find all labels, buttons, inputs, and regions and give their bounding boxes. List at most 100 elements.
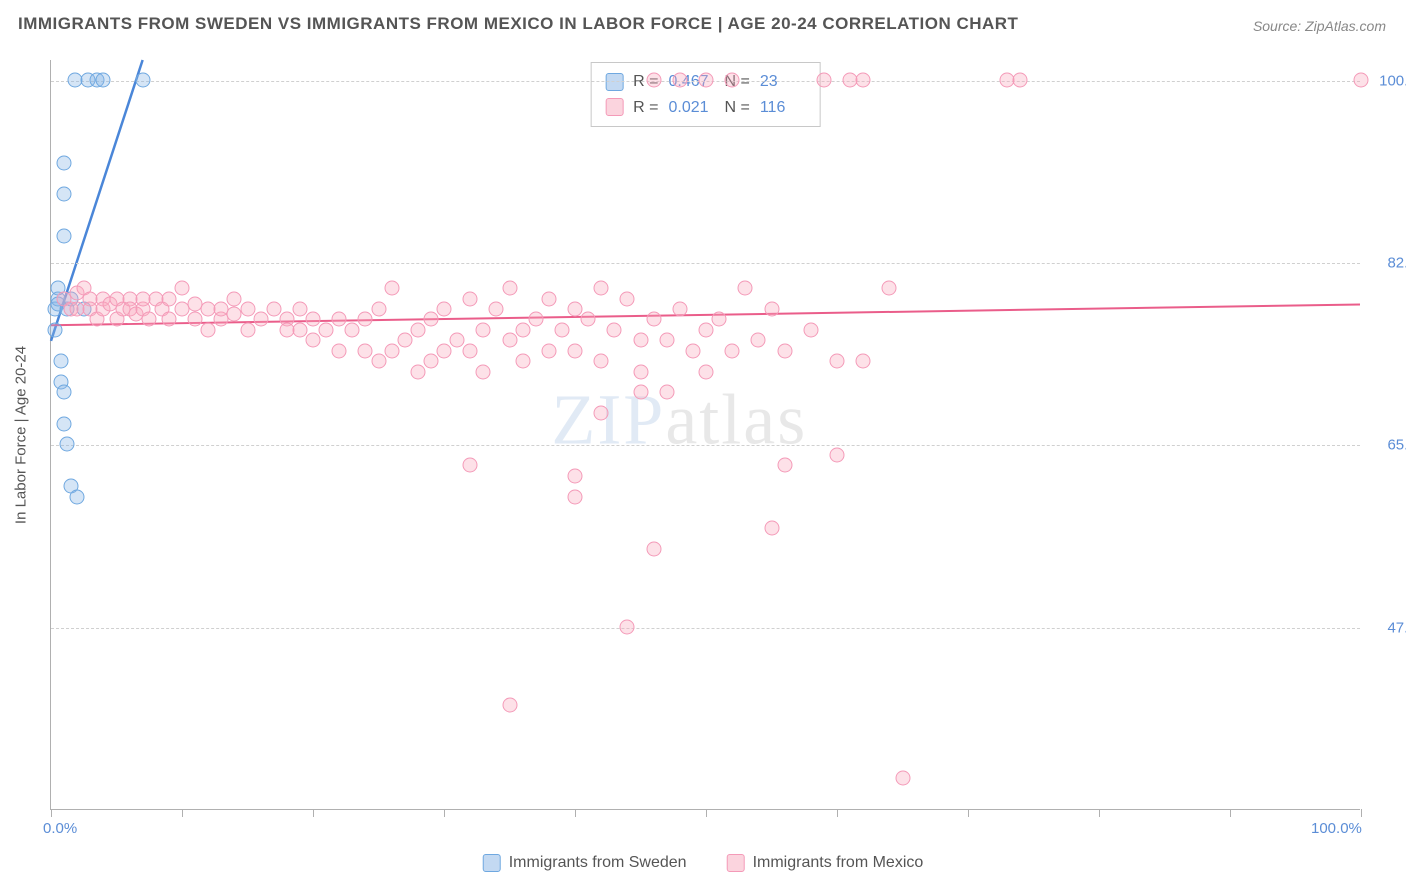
data-point-mexico <box>476 364 491 379</box>
data-point-mexico <box>830 354 845 369</box>
data-point-sweden <box>57 156 72 171</box>
data-point-mexico <box>188 312 203 327</box>
data-point-mexico <box>175 281 190 296</box>
data-point-mexico <box>463 343 478 358</box>
data-point-mexico <box>332 343 347 358</box>
data-point-mexico <box>528 312 543 327</box>
data-point-mexico <box>620 619 635 634</box>
data-point-mexico <box>253 312 268 327</box>
data-point-mexico <box>423 312 438 327</box>
data-point-mexico <box>672 72 687 87</box>
legend-row-mexico: R = 0.021 N = 116 <box>605 95 806 121</box>
data-point-mexico <box>568 468 583 483</box>
data-point-mexico <box>515 322 530 337</box>
data-point-mexico <box>895 770 910 785</box>
chart-title: IMMIGRANTS FROM SWEDEN VS IMMIGRANTS FRO… <box>18 14 1018 34</box>
data-point-mexico <box>568 302 583 317</box>
data-point-mexico <box>541 291 556 306</box>
data-point-mexico <box>646 72 661 87</box>
data-point-mexico <box>227 291 242 306</box>
data-point-mexico <box>777 458 792 473</box>
data-point-mexico <box>437 343 452 358</box>
y-tick-label: 47.5% <box>1387 619 1406 636</box>
data-point-mexico <box>371 354 386 369</box>
data-point-mexico <box>568 489 583 504</box>
swatch-mexico <box>605 98 623 116</box>
gridline <box>51 628 1360 629</box>
data-point-mexico <box>240 302 255 317</box>
data-point-mexico <box>306 312 321 327</box>
data-point-mexico <box>476 322 491 337</box>
data-point-mexico <box>725 72 740 87</box>
data-point-mexico <box>699 72 714 87</box>
data-point-mexico <box>633 364 648 379</box>
series-legend: Immigrants from Sweden Immigrants from M… <box>483 854 924 872</box>
x-tick-label: 0.0% <box>43 820 77 837</box>
x-tick-mark <box>968 809 969 817</box>
data-point-mexico <box>489 302 504 317</box>
legend-item-mexico: Immigrants from Mexico <box>727 854 924 872</box>
data-point-mexico <box>633 385 648 400</box>
data-point-sweden <box>54 354 69 369</box>
data-point-mexico <box>1354 72 1369 87</box>
gridline <box>51 263 1360 264</box>
x-tick-mark <box>313 809 314 817</box>
data-point-mexico <box>672 302 687 317</box>
data-point-mexico <box>816 72 831 87</box>
data-point-mexico <box>633 333 648 348</box>
data-point-sweden <box>59 437 74 452</box>
data-point-mexico <box>410 364 425 379</box>
data-point-mexico <box>659 333 674 348</box>
x-tick-mark <box>51 809 52 817</box>
data-point-sweden <box>57 187 72 202</box>
data-point-mexico <box>764 302 779 317</box>
x-tick-mark <box>706 809 707 817</box>
data-point-mexico <box>594 406 609 421</box>
data-point-mexico <box>856 354 871 369</box>
data-point-mexico <box>358 312 373 327</box>
series-label-sweden: Immigrants from Sweden <box>509 854 687 872</box>
data-point-mexico <box>568 343 583 358</box>
data-point-mexico <box>161 291 176 306</box>
data-point-sweden <box>57 385 72 400</box>
data-point-mexico <box>397 333 412 348</box>
data-point-mexico <box>607 322 622 337</box>
data-point-mexico <box>581 312 596 327</box>
data-point-mexico <box>764 520 779 535</box>
x-tick-mark <box>1361 809 1362 817</box>
data-point-mexico <box>450 333 465 348</box>
data-point-mexico <box>201 322 216 337</box>
legend-item-sweden: Immigrants from Sweden <box>483 854 687 872</box>
source-attribution: Source: ZipAtlas.com <box>1253 18 1386 34</box>
x-tick-mark <box>1230 809 1231 817</box>
data-point-mexico <box>685 343 700 358</box>
data-point-mexico <box>594 354 609 369</box>
x-tick-mark <box>837 809 838 817</box>
x-tick-mark <box>1099 809 1100 817</box>
data-point-sweden <box>57 416 72 431</box>
data-point-mexico <box>371 302 386 317</box>
data-point-mexico <box>1013 72 1028 87</box>
data-point-mexico <box>266 302 281 317</box>
chart-svg-layer <box>51 60 1360 809</box>
data-point-sweden <box>47 322 62 337</box>
data-point-mexico <box>463 458 478 473</box>
data-point-sweden <box>135 72 150 87</box>
data-point-mexico <box>830 447 845 462</box>
data-point-mexico <box>437 302 452 317</box>
data-point-mexico <box>502 333 517 348</box>
gridline <box>51 445 1360 446</box>
swatch-mexico <box>727 854 745 872</box>
data-point-mexico <box>345 322 360 337</box>
data-point-mexico <box>751 333 766 348</box>
data-point-mexico <box>161 312 176 327</box>
data-point-mexico <box>142 312 157 327</box>
data-point-mexico <box>646 312 661 327</box>
data-point-mexico <box>332 312 347 327</box>
data-point-mexico <box>738 281 753 296</box>
y-tick-label: 100.0% <box>1379 72 1406 89</box>
data-point-mexico <box>358 343 373 358</box>
data-point-mexico <box>384 343 399 358</box>
x-tick-mark <box>444 809 445 817</box>
data-point-mexico <box>541 343 556 358</box>
